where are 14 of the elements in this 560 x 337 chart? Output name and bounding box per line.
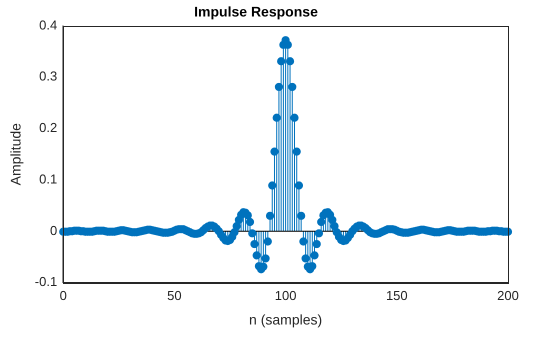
x-tick-label: 100 xyxy=(274,288,296,303)
y-tick-label: 0.2 xyxy=(39,120,58,136)
y-tick-label: 0.4 xyxy=(39,17,58,32)
x-tick-label: 50 xyxy=(167,288,182,303)
y-axis-title: Amplitude xyxy=(7,122,24,186)
y-tick-label: 0.3 xyxy=(39,68,58,84)
x-tick-label: 0 xyxy=(60,288,67,303)
chart-title: Impulse Response xyxy=(194,3,318,20)
y-tick-label: 0.1 xyxy=(39,171,58,186)
x-tick-label: 150 xyxy=(386,288,408,303)
x-tick-label: 200 xyxy=(497,288,519,303)
x-axis-title: n (samples) xyxy=(249,311,322,328)
y-tick-label: -0.1 xyxy=(34,274,58,290)
y-tick-label: 0 xyxy=(50,222,58,238)
